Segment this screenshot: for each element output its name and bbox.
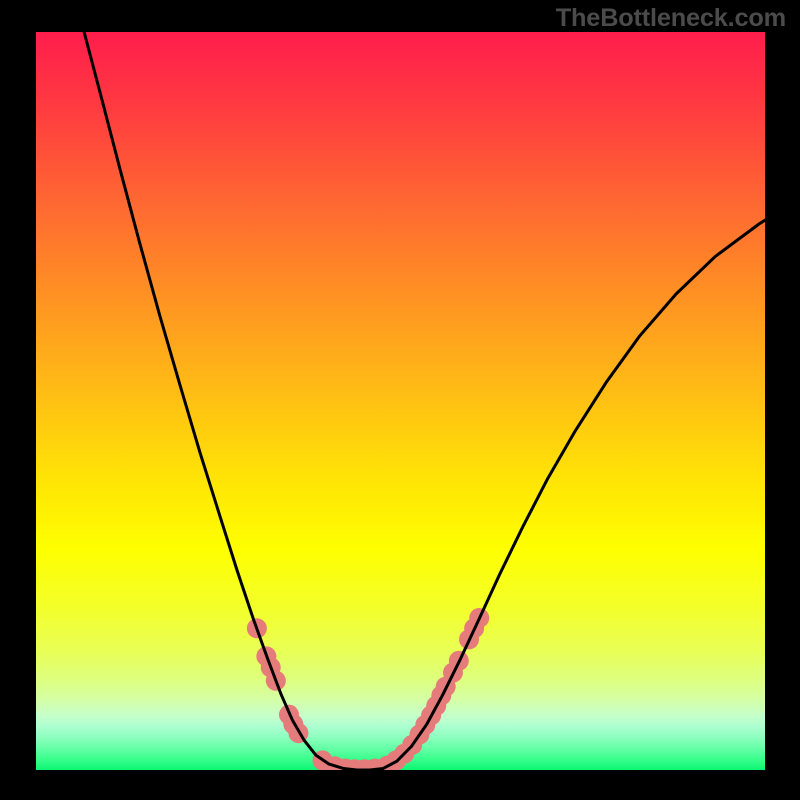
plot-area: [36, 32, 765, 770]
chart-stage: TheBottleneck.com: [0, 0, 800, 800]
gradient-background: [36, 32, 765, 770]
plot-svg: [36, 32, 765, 770]
watermark-label: TheBottleneck.com: [556, 4, 786, 33]
